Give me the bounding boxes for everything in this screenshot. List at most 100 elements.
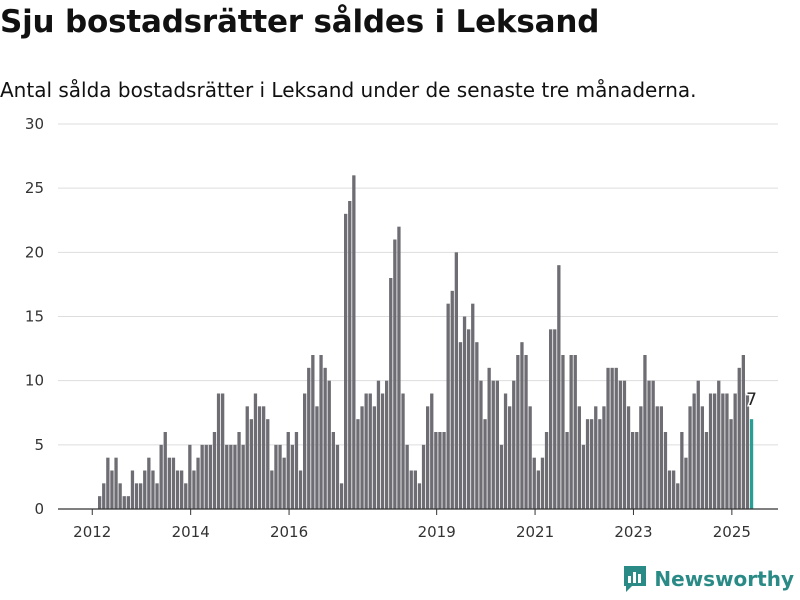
bar (282, 457, 286, 509)
bar (233, 444, 237, 509)
page-title: Sju bostadsrätter såldes i Leksand (0, 4, 600, 40)
bar (339, 483, 344, 509)
highlight-bar (749, 419, 754, 509)
bar (163, 432, 167, 509)
bar (434, 432, 438, 509)
bar (688, 406, 692, 509)
bar (524, 355, 528, 509)
bar (126, 496, 130, 509)
bar (708, 393, 713, 509)
bar (237, 432, 241, 509)
bar (725, 393, 729, 509)
bar (253, 393, 258, 509)
bar (520, 342, 524, 509)
x-tick-label: 2014 (172, 523, 210, 541)
bar (532, 457, 536, 509)
y-tick-label: 15 (25, 308, 44, 326)
bar (499, 444, 504, 509)
bar (257, 406, 262, 509)
bar (602, 406, 606, 509)
bar (208, 444, 212, 509)
bar (348, 201, 352, 509)
x-tick-label: 2021 (516, 523, 554, 541)
y-tick-label: 0 (34, 500, 44, 518)
bar (741, 355, 745, 509)
bar (737, 367, 741, 509)
bar (450, 290, 454, 509)
bar (266, 419, 270, 509)
bar (503, 393, 508, 509)
bar (130, 470, 135, 509)
bar (631, 432, 635, 509)
bar (175, 470, 180, 509)
bar (655, 406, 659, 509)
bar (331, 432, 335, 509)
bar (335, 444, 340, 509)
bar (204, 444, 208, 509)
bar (352, 175, 356, 509)
highlight-value-label: 7 (746, 390, 757, 410)
bar (290, 444, 294, 509)
bar (692, 393, 696, 509)
bar (323, 367, 327, 509)
bar (360, 406, 364, 509)
bar (393, 239, 397, 509)
bar (229, 444, 233, 509)
bar (622, 380, 627, 509)
bar (155, 483, 159, 509)
chart-subtitle: Antal sålda bostadsrätter i Leksand unde… (0, 78, 697, 102)
bar (590, 419, 594, 509)
bar (639, 406, 643, 509)
bar (200, 444, 204, 509)
bar-series (98, 175, 754, 510)
bar (196, 457, 200, 509)
newsworthy-logo: Newsworthy (622, 564, 794, 594)
bar (192, 470, 196, 509)
bar (151, 470, 155, 509)
bar (389, 278, 393, 509)
y-tick-label: 20 (25, 243, 44, 261)
x-tick-label: 2016 (270, 523, 308, 541)
bar (659, 406, 663, 509)
bar (102, 483, 106, 509)
bar (262, 406, 266, 509)
bar (553, 329, 557, 509)
bar (667, 470, 672, 509)
bar (508, 406, 512, 509)
bar (364, 393, 368, 509)
grid-lines (58, 123, 778, 446)
bar (311, 355, 315, 509)
bar (114, 457, 118, 509)
x-tick-label: 2012 (73, 523, 111, 541)
bar (167, 457, 171, 509)
bar (573, 355, 577, 509)
bar (159, 444, 163, 509)
bar (557, 265, 561, 509)
bar (717, 380, 721, 509)
y-tick-label: 10 (25, 372, 44, 390)
bar (380, 393, 385, 509)
bar (368, 393, 372, 509)
bar (676, 483, 680, 509)
bar (491, 380, 495, 509)
bar (413, 470, 417, 509)
bar (372, 406, 376, 509)
bar (376, 380, 381, 509)
bar (696, 380, 700, 509)
bar (721, 393, 725, 509)
bar (405, 444, 409, 509)
bar (495, 380, 499, 509)
bar (286, 432, 290, 509)
bar (327, 380, 331, 509)
bar (462, 316, 467, 509)
bar (729, 419, 733, 509)
bar (536, 470, 540, 509)
bar (471, 303, 475, 509)
bar (446, 303, 450, 509)
bar (417, 483, 422, 509)
bar (385, 380, 389, 509)
bar (594, 406, 598, 509)
bar (307, 367, 311, 509)
bar (549, 329, 553, 509)
